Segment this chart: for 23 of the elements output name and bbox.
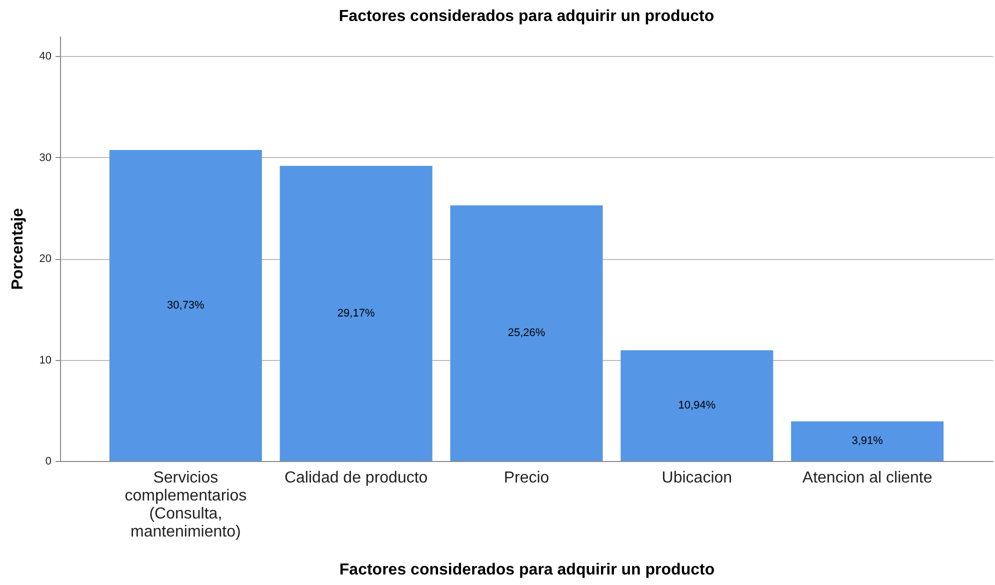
bar <box>109 150 262 461</box>
data-label: 29,17% <box>337 307 375 320</box>
y-tick-label: 0 <box>45 456 52 468</box>
x-tick-label: Servicios complementarios (Consulta, mantenimiento) <box>124 470 247 540</box>
x-tick-label: Precio <box>504 470 550 486</box>
y-tick-label: 10 <box>39 354 52 366</box>
x-tick-label: Calidad de producto <box>284 470 428 486</box>
y-axis-title: Porcentaje <box>9 208 26 290</box>
x-axis-title: Factores considerados para adquirir un producto <box>339 562 715 578</box>
bar <box>280 166 432 461</box>
x-tick-label: Atencion al cliente <box>802 470 932 486</box>
x-tick-label: Ubicacion <box>662 470 732 486</box>
bar <box>791 421 944 461</box>
data-label: 10,94% <box>678 400 716 412</box>
data-label: 30,73% <box>167 300 205 312</box>
y-tick-label: 30 <box>39 152 52 164</box>
bar <box>450 205 603 461</box>
y-tick-label: 20 <box>39 253 52 266</box>
data-label: 3,91% <box>852 435 884 448</box>
y-tick-label: 40 <box>39 50 52 63</box>
chart-title: Factores considerados para adquirir un producto <box>338 8 714 25</box>
bar <box>620 350 774 461</box>
data-label: 25,26% <box>508 327 546 340</box>
